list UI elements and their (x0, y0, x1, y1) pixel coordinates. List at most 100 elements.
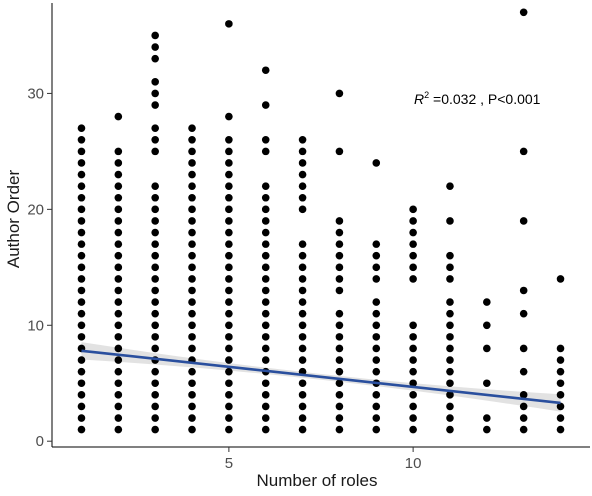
data-point (188, 379, 196, 388)
data-point (225, 240, 233, 248)
data-point (261, 101, 270, 109)
data-point (77, 309, 86, 318)
data-point (114, 344, 123, 353)
data-point (446, 414, 454, 422)
data-point (335, 309, 344, 318)
data-point (225, 367, 233, 376)
data-point (188, 159, 196, 167)
data-point (225, 344, 233, 353)
y-axis-label: Author Order (4, 170, 23, 269)
data-point (372, 391, 381, 399)
data-point (151, 135, 159, 144)
data-point (409, 321, 417, 330)
data-point (298, 286, 307, 295)
data-point (298, 275, 307, 283)
data-point (335, 89, 344, 98)
data-point (77, 170, 86, 179)
data-point (188, 170, 196, 179)
data-point (114, 170, 123, 179)
data-point (188, 228, 196, 237)
x-axis-label: Number of roles (257, 471, 378, 490)
data-point (409, 217, 417, 225)
data-point (483, 414, 491, 422)
data-point (114, 333, 123, 341)
points-layer (77, 8, 565, 434)
data-point (77, 240, 86, 248)
data-point (335, 356, 344, 364)
data-point (225, 356, 233, 364)
data-point (446, 275, 454, 283)
data-point (409, 391, 417, 399)
data-point (151, 193, 159, 202)
data-point (446, 344, 454, 353)
data-point (483, 425, 491, 434)
data-point (372, 425, 381, 434)
axes-layer: 0 10 20 30 5 10 (27, 3, 590, 472)
data-point (151, 228, 159, 237)
data-point (114, 298, 123, 306)
data-point (151, 217, 159, 225)
data-point (261, 217, 270, 225)
data-point (77, 147, 86, 156)
data-point (151, 205, 159, 214)
data-point (225, 251, 233, 260)
data-point (261, 228, 270, 237)
data-point (298, 240, 307, 248)
data-point (225, 391, 233, 399)
data-point (298, 333, 307, 341)
data-point (77, 402, 86, 411)
data-point (188, 425, 196, 434)
data-point (335, 321, 344, 330)
data-point (261, 309, 270, 318)
data-point (151, 89, 159, 98)
data-point (114, 425, 123, 434)
data-point (77, 286, 86, 295)
data-point (188, 217, 196, 225)
data-point (151, 367, 159, 376)
data-point (151, 344, 159, 353)
data-point (114, 275, 123, 283)
data-point (335, 379, 344, 388)
data-point (77, 379, 86, 388)
data-point (225, 414, 233, 422)
data-point (409, 251, 417, 260)
data-point (409, 402, 417, 411)
data-point (483, 344, 491, 353)
data-point (409, 333, 417, 341)
data-point (188, 251, 196, 260)
data-point (446, 391, 454, 399)
data-point (372, 344, 381, 353)
data-point (114, 402, 123, 411)
data-point (77, 135, 86, 144)
data-point (261, 135, 270, 144)
data-point (298, 251, 307, 260)
data-point (151, 43, 159, 51)
data-point (261, 425, 270, 434)
data-point (188, 124, 196, 133)
data-point (446, 298, 454, 306)
data-point (372, 333, 381, 341)
data-point (519, 147, 528, 156)
data-point (298, 147, 307, 156)
data-point (372, 159, 381, 167)
data-point (261, 205, 270, 214)
data-point (372, 402, 381, 411)
data-point (188, 344, 196, 353)
data-point (335, 367, 344, 376)
data-point (335, 217, 344, 225)
data-point (77, 391, 86, 399)
data-point (556, 391, 565, 399)
data-point (151, 286, 159, 295)
data-point (409, 425, 417, 434)
data-point (335, 286, 344, 295)
data-point (335, 263, 344, 272)
data-point (261, 263, 270, 272)
data-point (77, 251, 86, 260)
data-point (188, 240, 196, 248)
data-point (519, 309, 528, 318)
data-point (446, 321, 454, 330)
data-point (114, 147, 123, 156)
data-point (225, 159, 233, 167)
data-point (483, 379, 491, 388)
